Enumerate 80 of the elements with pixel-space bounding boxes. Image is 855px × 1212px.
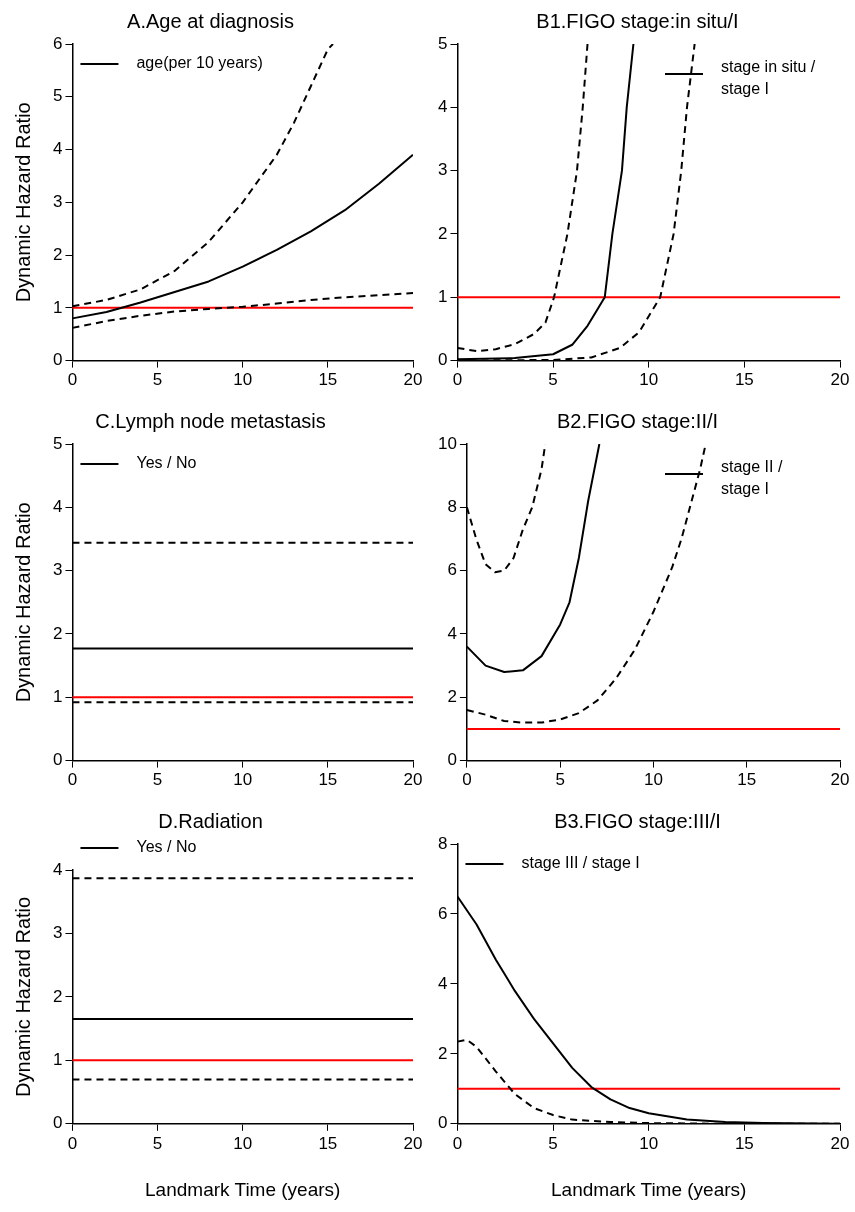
legend-label: Yes / No bbox=[136, 454, 197, 472]
x-tick-label: 20 bbox=[403, 1133, 423, 1153]
x-tick-label: 15 bbox=[737, 770, 757, 790]
x-tick-label: 10 bbox=[233, 770, 253, 790]
y-tick-label: 0 bbox=[52, 1113, 63, 1133]
x-tick-label: 10 bbox=[643, 770, 663, 790]
y-tick-label: 3 bbox=[52, 560, 63, 580]
x-tick-label: 0 bbox=[462, 770, 472, 790]
x-tick-label: 0 bbox=[67, 770, 78, 790]
y-tick-label: 4 bbox=[52, 139, 63, 159]
y-tick-label: 4 bbox=[447, 623, 457, 643]
y-tick-label: 0 bbox=[52, 350, 63, 370]
x-tick-label: 15 bbox=[318, 370, 338, 390]
x-tick-label: 0 bbox=[67, 370, 78, 390]
y-tick-label: 5 bbox=[52, 433, 63, 453]
x-tick-label: 15 bbox=[734, 370, 754, 390]
y-tick-label: 10 bbox=[437, 433, 457, 453]
legend-label: stage II / stage I bbox=[721, 458, 783, 498]
legend-label: age(per 10 years) bbox=[136, 54, 263, 72]
x-tick-label: 10 bbox=[639, 370, 659, 390]
y-tick-label: 4 bbox=[52, 497, 63, 517]
x-tick-label: 5 bbox=[555, 770, 565, 790]
y-tick-label: 2 bbox=[52, 986, 63, 1006]
x-tick-label: 5 bbox=[152, 770, 163, 790]
y-tick-label: 6 bbox=[52, 33, 63, 53]
x-tick-label: 20 bbox=[830, 1133, 850, 1153]
y-tick-label: 3 bbox=[437, 160, 448, 180]
legend-label: stage in situ / stage I bbox=[721, 58, 816, 98]
y-tick-label: 6 bbox=[447, 560, 457, 580]
y-tick-label: 2 bbox=[447, 686, 457, 706]
y-tick-label: 5 bbox=[52, 86, 63, 106]
y-tick-label: 5 bbox=[437, 33, 448, 53]
y-tick-label: 1 bbox=[437, 286, 448, 306]
y-tick-label: 2 bbox=[437, 1043, 448, 1063]
y-tick-label: 0 bbox=[437, 1113, 448, 1133]
y-tick-label: 4 bbox=[437, 973, 448, 993]
y-tick-label: 8 bbox=[447, 497, 457, 517]
y-axis-title: Dynamic Hazard Ratio bbox=[11, 102, 34, 303]
legend-label: stage III / stage I bbox=[521, 854, 640, 872]
y-tick-label: 1 bbox=[52, 1050, 63, 1070]
x-tick-label: 0 bbox=[67, 1133, 78, 1153]
y-tick-label: 4 bbox=[437, 97, 448, 117]
y-tick-label: 3 bbox=[52, 923, 63, 943]
y-tick-label: 3 bbox=[52, 191, 63, 211]
x-tick-label: 10 bbox=[639, 1133, 659, 1153]
chart-title: A.Age at diagnosis bbox=[127, 9, 294, 32]
y-tick-label: 0 bbox=[447, 750, 457, 770]
x-tick-label: 20 bbox=[830, 370, 850, 390]
x-tick-label: 20 bbox=[403, 770, 423, 790]
x-tick-label: 10 bbox=[233, 370, 253, 390]
y-tick-label: 8 bbox=[437, 833, 448, 853]
y-axis-title: Dynamic Hazard Ratio bbox=[11, 896, 34, 1097]
chart-title: C.Lymph node metastasis bbox=[95, 409, 326, 432]
chart-title: D.Radiation bbox=[158, 809, 263, 832]
chart-title: B3.FIGO stage:III/I bbox=[554, 809, 721, 832]
y-axis-title: Dynamic Hazard Ratio bbox=[11, 502, 34, 703]
chart-title: B1.FIGO stage:in situ/I bbox=[536, 9, 739, 32]
y-tick-label: 1 bbox=[52, 686, 63, 706]
y-tick-label: 2 bbox=[52, 623, 63, 643]
x-tick-label: 20 bbox=[830, 770, 850, 790]
y-tick-label: 1 bbox=[52, 297, 63, 317]
y-tick-label: 6 bbox=[437, 903, 448, 923]
legend-label: Yes / No bbox=[136, 838, 197, 856]
x-tick-label: 15 bbox=[318, 1133, 338, 1153]
y-tick-label: 2 bbox=[437, 223, 448, 243]
y-tick-label: 0 bbox=[437, 350, 448, 370]
x-tick-label: 20 bbox=[403, 370, 423, 390]
x-axis-title: Landmark Time (years) bbox=[145, 1178, 341, 1200]
x-tick-label: 5 bbox=[548, 370, 558, 390]
y-tick-label: 2 bbox=[52, 244, 63, 264]
x-tick-label: 10 bbox=[233, 1133, 253, 1153]
x-tick-label: 5 bbox=[548, 1133, 558, 1153]
x-tick-label: 15 bbox=[734, 1133, 754, 1153]
x-tick-label: 15 bbox=[318, 770, 338, 790]
x-tick-label: 5 bbox=[152, 1133, 163, 1153]
y-tick-label: 4 bbox=[52, 859, 63, 879]
chart-title: B2.FIGO stage:II/I bbox=[556, 409, 719, 432]
x-axis-title: Landmark Time (years) bbox=[551, 1178, 747, 1200]
y-tick-label: 0 bbox=[52, 750, 63, 770]
x-tick-label: 5 bbox=[152, 370, 163, 390]
